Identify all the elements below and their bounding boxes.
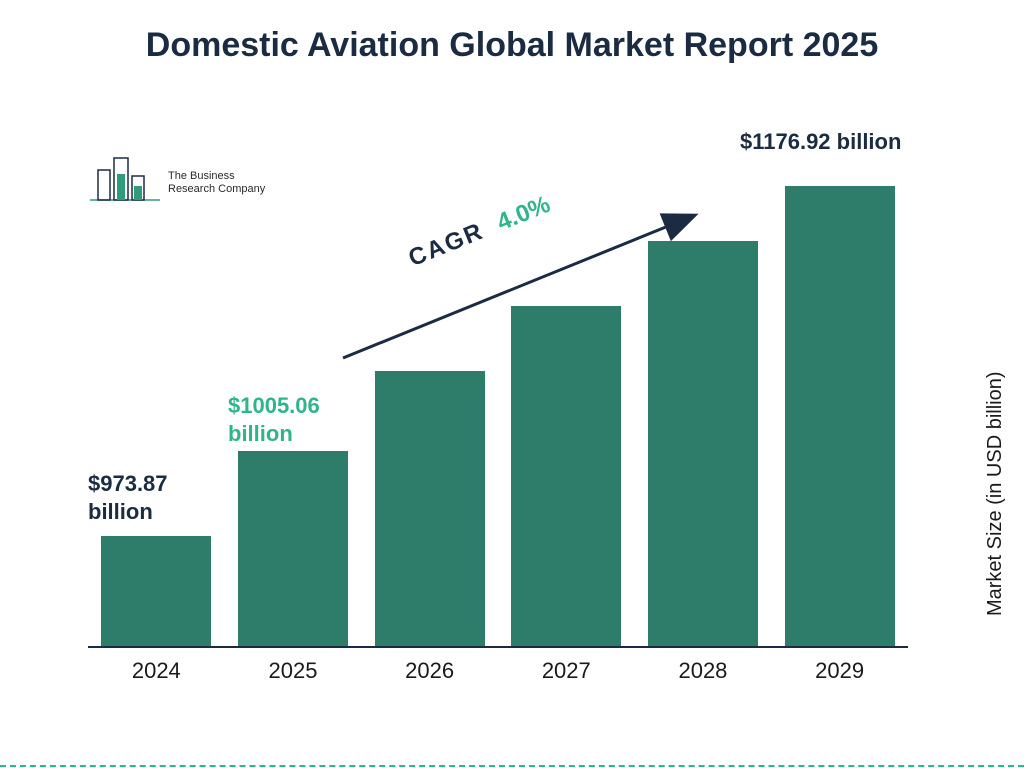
data-label-value: $1005.06 xyxy=(228,393,320,418)
data-label-2025: $1005.06 billion xyxy=(228,392,320,447)
data-label-unit: billion xyxy=(88,499,153,524)
title-text: Domestic Aviation Global Market Report 2… xyxy=(146,26,878,64)
data-label-value: $1176.92 billion xyxy=(740,129,901,154)
data-label-2024: $973.87 billion xyxy=(88,470,168,525)
data-label-2029: $1176.92 billion xyxy=(740,128,901,156)
y-axis-label: Market Size (in USD billion) xyxy=(985,372,1008,617)
bar xyxy=(785,186,895,646)
cagr-arrow-icon xyxy=(338,208,708,368)
data-label-value: $973.87 xyxy=(88,471,168,496)
xlabel: 2028 xyxy=(648,658,758,684)
xlabel: 2025 xyxy=(238,658,348,684)
bar xyxy=(375,371,485,646)
bottom-dashed-border xyxy=(0,765,1024,767)
xlabel: 2026 xyxy=(375,658,485,684)
bar xyxy=(238,451,348,646)
xlabel: 2027 xyxy=(511,658,621,684)
bar-2026 xyxy=(375,371,485,646)
data-label-unit: billion xyxy=(228,421,293,446)
x-axis-line xyxy=(88,646,908,648)
bar xyxy=(101,536,211,646)
bar-2024 xyxy=(101,536,211,646)
chart-title: Domestic Aviation Global Market Report 2… xyxy=(0,24,1024,67)
xlabel: 2024 xyxy=(101,658,211,684)
xlabel: 2029 xyxy=(785,658,895,684)
x-labels: 2024 2025 2026 2027 2028 2029 xyxy=(88,658,908,684)
bar-2029 xyxy=(785,186,895,646)
bar-2025 xyxy=(238,451,348,646)
